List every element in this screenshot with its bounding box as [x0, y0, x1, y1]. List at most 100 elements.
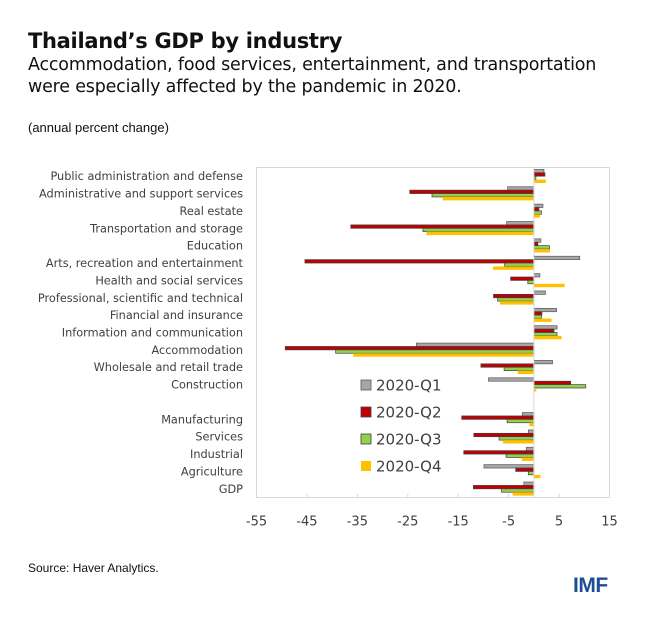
bar-2020-q3 — [505, 453, 535, 458]
bar-2020-q3 — [497, 297, 535, 302]
bar-2020-q1 — [533, 273, 541, 278]
chart-subtitle: Accommodation, food services, entertainm… — [28, 55, 597, 97]
bar-2020-q4 — [353, 353, 534, 357]
category-label: Information and communication — [62, 327, 243, 340]
category-label: Accommodation — [151, 344, 243, 357]
x-tick-label: -35 — [347, 515, 368, 530]
bar-2020-q2 — [533, 311, 543, 316]
imf-logo: IMF — [573, 574, 608, 597]
bar-2020-q1 — [533, 238, 542, 243]
bar-2020-q1 — [416, 342, 535, 347]
category-labels: Public administration and defense Adminis… — [38, 170, 244, 496]
chart-title: Thailand’s GDP by industry — [28, 29, 343, 53]
legend-swatch-2020-q3 — [360, 433, 372, 445]
bar-2020-q2 — [533, 328, 555, 333]
category-label: Services — [195, 431, 243, 444]
bar-2020-q2 — [350, 224, 535, 229]
bar-2020-q2 — [472, 485, 535, 490]
bar-2020-q1 — [533, 203, 544, 208]
category-label: Arts, recreation and entertainment — [46, 257, 244, 270]
category-label: Professional, scientific and technical — [38, 292, 243, 305]
bar-2020-q1 — [506, 221, 535, 226]
x-tick-label: -5 — [502, 515, 515, 530]
legend-label: 2020-Q4 — [376, 458, 442, 476]
bar-2020-q2 — [515, 467, 535, 472]
bar-2020-q2 — [510, 276, 535, 281]
x-tick-label: -15 — [448, 515, 469, 530]
bar-2020-q4 — [512, 492, 534, 496]
bar-2020-q1 — [507, 186, 535, 191]
bar-2020-q2 — [480, 363, 535, 368]
bar-2020-q3 — [506, 418, 535, 424]
x-tick-label: -45 — [296, 515, 317, 530]
bar-2020-q4 — [529, 422, 534, 427]
bar-2020-q3 — [431, 193, 535, 198]
bar-2020-q3 — [527, 280, 535, 285]
bar-2020-q3 — [503, 366, 535, 371]
bar-2020-q4 — [533, 318, 552, 322]
bar-2020-q4 — [533, 179, 546, 183]
bars — [284, 169, 587, 496]
bar-2020-q3 — [533, 332, 558, 337]
x-tick-label: 15 — [601, 515, 618, 530]
category-label: Manufacturing — [161, 413, 243, 426]
source-note: Source: Haver Analytics. — [28, 561, 159, 575]
bar-2020-q4 — [533, 283, 565, 288]
bar-2020-q1 — [523, 481, 535, 486]
category-label: Real estate — [179, 205, 243, 218]
category-label: Industrial — [190, 448, 243, 461]
plot-area — [256, 167, 610, 498]
bar-2020-q4 — [533, 249, 550, 253]
bar-2020-q3 — [498, 436, 535, 441]
bar-2020-q4 — [426, 231, 534, 236]
category-label: Public administration and defense — [50, 170, 243, 183]
bar-2020-q1 — [533, 307, 557, 313]
bar-2020-q3 — [501, 488, 535, 493]
legend-swatch-2020-q1 — [360, 379, 372, 391]
x-tick-label: -55 — [246, 515, 267, 530]
category-label: Financial and insurance — [110, 309, 243, 322]
bar-2020-q3 — [527, 471, 535, 476]
bar-2020-q2 — [463, 450, 535, 455]
bar-2020-q3 — [335, 349, 535, 354]
units-label: (annual percent change) — [28, 120, 169, 135]
bar-2020-q2 — [533, 172, 546, 177]
x-axis: -55 -45 -35 -25 -15 -5 5 15 — [246, 493, 618, 530]
category-label: Education — [187, 240, 243, 253]
bar-2020-q1 — [527, 429, 535, 434]
x-tick-label: -25 — [397, 515, 418, 530]
bar-2020-q1 — [533, 169, 545, 174]
bar-2020-q4 — [521, 457, 534, 461]
bar-2020-q2 — [533, 241, 539, 247]
bar-2020-q1 — [533, 255, 581, 260]
category-label: Wholesale and retail trade — [94, 361, 243, 374]
legend-swatch-2020-q2 — [360, 406, 372, 418]
category-label: Transportation and storage — [89, 222, 243, 235]
legend-label: 2020-Q1 — [376, 377, 442, 395]
bar-2020-q3 — [533, 314, 542, 319]
bar-2020-q4 — [442, 196, 534, 201]
category-label: Health and social services — [95, 274, 243, 287]
bar-2020-q3 — [533, 384, 587, 389]
legend: 2020-Q1 2020-Q2 2020-Q3 2020-Q4 — [360, 377, 442, 476]
bar-2020-q2 — [409, 189, 535, 194]
bar-2020-q2 — [304, 259, 535, 264]
bar-2020-q1 — [521, 412, 535, 417]
bar-2020-q3 — [533, 210, 542, 215]
legend-label: 2020-Q2 — [376, 404, 442, 422]
category-label: Agriculture — [181, 465, 243, 478]
bar-2020-q2 — [533, 207, 540, 212]
bar-2020-q2 — [473, 432, 535, 438]
bar-2020-q4 — [533, 388, 537, 392]
bar-2020-q4 — [493, 266, 534, 270]
bar-2020-q2 — [284, 346, 535, 351]
bar-2020-q1 — [525, 446, 535, 452]
bar-2020-q3 — [533, 245, 550, 250]
bar-2020-q4 — [500, 301, 534, 305]
bar-2020-q1 — [533, 360, 553, 365]
bar-2020-q4 — [533, 474, 541, 479]
bar-2020-q1 — [533, 325, 558, 330]
bar-2020-q4 — [503, 440, 534, 444]
bar-2020-q4 — [517, 370, 534, 375]
